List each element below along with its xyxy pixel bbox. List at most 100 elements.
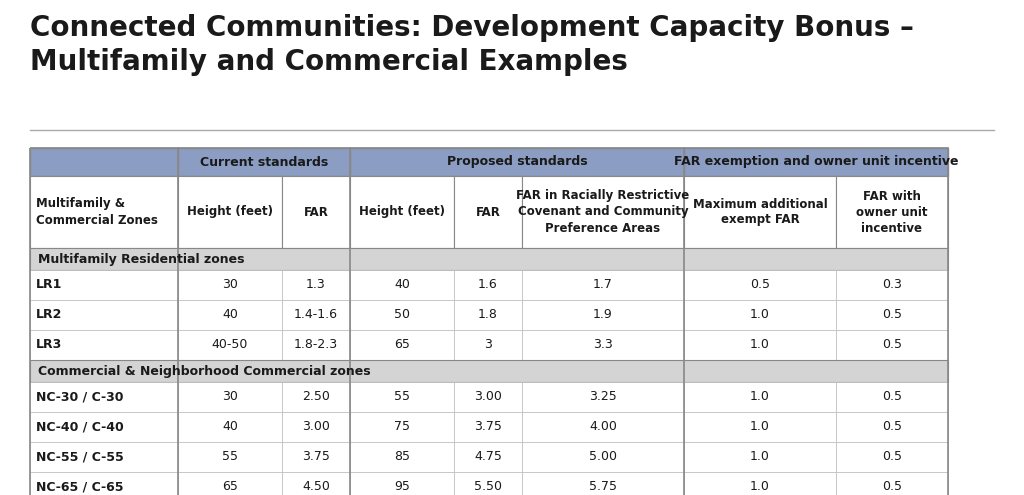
Bar	[350, 412, 454, 442]
Text: 0.5: 0.5	[882, 391, 902, 403]
Bar	[282, 300, 350, 330]
Text: NC-65 / C-65: NC-65 / C-65	[36, 481, 124, 494]
Bar	[836, 270, 948, 300]
Text: 30: 30	[222, 391, 238, 403]
Text: 40: 40	[222, 308, 238, 321]
Bar	[836, 330, 948, 360]
Bar	[454, 330, 522, 360]
Text: 95: 95	[394, 481, 410, 494]
Text: 4.75: 4.75	[474, 450, 502, 463]
Text: 0.5: 0.5	[882, 308, 902, 321]
Text: 1.0: 1.0	[750, 339, 770, 351]
Text: 55: 55	[394, 391, 410, 403]
Text: 1.0: 1.0	[750, 391, 770, 403]
Bar	[350, 148, 684, 176]
Bar	[684, 176, 836, 248]
Text: 1.8: 1.8	[478, 308, 498, 321]
Bar	[178, 412, 282, 442]
Bar	[522, 412, 684, 442]
Bar	[350, 472, 454, 495]
Bar	[350, 270, 454, 300]
Text: Current standards: Current standards	[200, 155, 328, 168]
Bar	[522, 442, 684, 472]
Bar	[522, 472, 684, 495]
Text: 4.50: 4.50	[302, 481, 330, 494]
Text: FAR: FAR	[475, 205, 501, 218]
Text: 40-50: 40-50	[212, 339, 248, 351]
Text: Connected Communities: Development Capacity Bonus –
Multifamily and Commercial E: Connected Communities: Development Capac…	[30, 14, 913, 76]
Bar	[282, 270, 350, 300]
Bar	[454, 300, 522, 330]
Text: 30: 30	[222, 279, 238, 292]
Text: Multifamily Residential zones: Multifamily Residential zones	[38, 252, 245, 265]
Text: 3.3: 3.3	[593, 339, 613, 351]
Text: LR2: LR2	[36, 308, 62, 321]
Bar	[684, 382, 836, 412]
Text: 5.50: 5.50	[474, 481, 502, 494]
Bar	[30, 270, 178, 300]
Bar	[30, 360, 948, 382]
Bar	[836, 300, 948, 330]
Bar	[30, 330, 178, 360]
Text: 5.75: 5.75	[589, 481, 617, 494]
Bar	[30, 382, 178, 412]
Text: Maximum additional
exempt FAR: Maximum additional exempt FAR	[692, 198, 827, 227]
Text: Height (feet): Height (feet)	[187, 205, 273, 218]
Text: 1.7: 1.7	[593, 279, 613, 292]
Text: 75: 75	[394, 420, 410, 434]
Bar	[178, 270, 282, 300]
Bar	[836, 472, 948, 495]
Bar	[836, 412, 948, 442]
Text: 1.0: 1.0	[750, 450, 770, 463]
Text: NC-55 / C-55: NC-55 / C-55	[36, 450, 124, 463]
Text: 1.6: 1.6	[478, 279, 498, 292]
Bar	[522, 382, 684, 412]
Bar	[454, 442, 522, 472]
Bar	[454, 472, 522, 495]
Text: 2.50: 2.50	[302, 391, 330, 403]
Bar	[282, 382, 350, 412]
Bar	[30, 248, 948, 270]
Bar	[522, 330, 684, 360]
Text: 3.00: 3.00	[474, 391, 502, 403]
Bar	[30, 176, 178, 248]
Bar	[684, 148, 948, 176]
Bar	[178, 442, 282, 472]
Text: FAR with
owner unit
incentive: FAR with owner unit incentive	[856, 190, 928, 235]
Text: NC-30 / C-30: NC-30 / C-30	[36, 391, 124, 403]
Text: Height (feet): Height (feet)	[359, 205, 445, 218]
Text: 1.3: 1.3	[306, 279, 326, 292]
Text: 1.9: 1.9	[593, 308, 613, 321]
Bar	[836, 442, 948, 472]
Bar	[30, 472, 178, 495]
Text: 40: 40	[222, 420, 238, 434]
Text: 0.5: 0.5	[882, 481, 902, 494]
Text: 4.00: 4.00	[589, 420, 616, 434]
Text: 1.0: 1.0	[750, 481, 770, 494]
Bar	[684, 300, 836, 330]
Bar	[454, 382, 522, 412]
Text: 50: 50	[394, 308, 410, 321]
Text: 0.5: 0.5	[882, 420, 902, 434]
Bar	[30, 300, 178, 330]
Text: 0.5: 0.5	[882, 450, 902, 463]
Bar	[282, 472, 350, 495]
Text: 3.75: 3.75	[474, 420, 502, 434]
Bar	[350, 176, 454, 248]
Bar	[178, 300, 282, 330]
Bar	[30, 412, 178, 442]
Text: 3.25: 3.25	[589, 391, 616, 403]
Bar	[30, 442, 178, 472]
Bar	[684, 412, 836, 442]
Bar	[836, 382, 948, 412]
Text: 65: 65	[394, 339, 410, 351]
Text: Multifamily &
Commercial Zones: Multifamily & Commercial Zones	[36, 198, 158, 227]
Bar	[684, 270, 836, 300]
Bar	[522, 300, 684, 330]
Bar	[522, 176, 684, 248]
Bar	[454, 176, 522, 248]
Bar	[684, 330, 836, 360]
Text: FAR: FAR	[303, 205, 329, 218]
Bar	[684, 472, 836, 495]
Text: 1.4-1.6: 1.4-1.6	[294, 308, 338, 321]
